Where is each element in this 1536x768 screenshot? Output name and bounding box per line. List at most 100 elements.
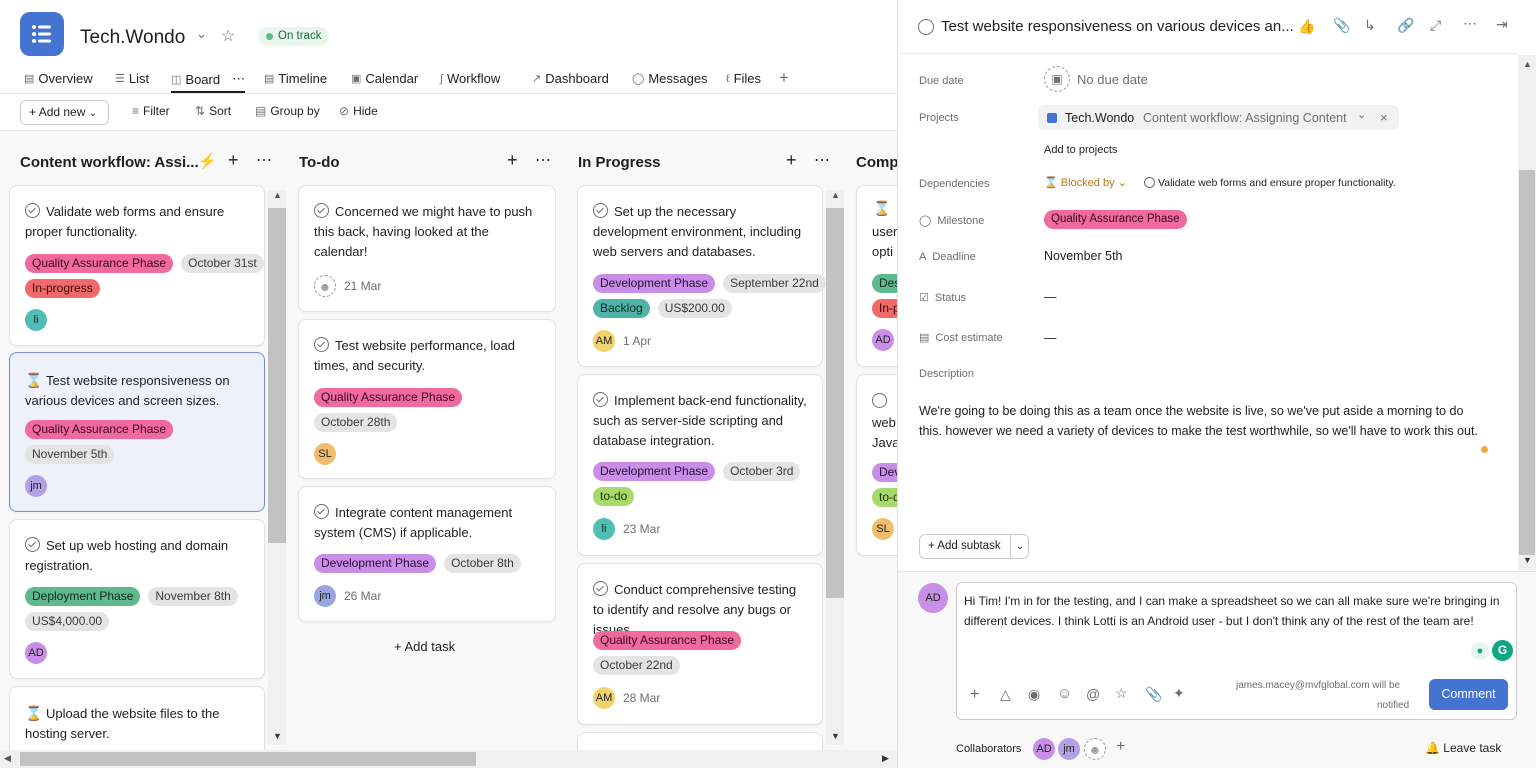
- comment-text[interactable]: Hi Tim! I'm in for the testing, and I ca…: [964, 594, 1500, 628]
- add-card-icon[interactable]: +: [228, 150, 239, 170]
- due-date-value[interactable]: No due date: [1077, 72, 1148, 87]
- scroll-down-icon[interactable]: ▼: [273, 731, 282, 741]
- collaborator-avatar[interactable]: AD: [1033, 738, 1055, 760]
- more-icon[interactable]: ⋯: [535, 152, 551, 169]
- blocked-by-dropdown[interactable]: ⌛ Blocked by ⌄: [1044, 177, 1127, 189]
- avatar[interactable]: SL: [314, 443, 336, 465]
- scroll-down-icon[interactable]: ▼: [831, 731, 840, 741]
- add-task-button[interactable]: + Add task: [394, 639, 456, 654]
- add-card-icon[interactable]: +: [786, 150, 797, 170]
- close-pane-icon[interactable]: ⇥: [1496, 16, 1508, 32]
- task-card[interactable]: Conduct comprehensive testing to identif…: [577, 563, 823, 725]
- unassigned-avatar-icon[interactable]: ☻: [314, 275, 336, 297]
- avatar[interactable]: li: [25, 309, 47, 331]
- more-icon[interactable]: ⋯: [814, 152, 830, 169]
- subtasks-icon[interactable]: ↳: [1364, 17, 1376, 33]
- add-collaborator-avatar-icon[interactable]: ☻: [1084, 738, 1106, 760]
- avatar[interactable]: AD: [872, 329, 894, 351]
- grammarly-hint-icon[interactable]: ●: [1471, 642, 1489, 660]
- tab-calendar[interactable]: ▣ Calendar: [351, 71, 419, 86]
- text-format-icon[interactable]: △: [1000, 686, 1011, 702]
- more-icon[interactable]: ⋯: [256, 152, 272, 169]
- scrollbar-column-1[interactable]: ▲ ▼: [268, 190, 286, 745]
- tab-workflow[interactable]: ∫ Workflow: [440, 71, 501, 86]
- status-badge[interactable]: On track: [258, 27, 330, 46]
- filter-button[interactable]: ≡ Filter: [132, 104, 170, 118]
- column-title[interactable]: Content workflow: Assi...: [20, 154, 199, 171]
- column-title[interactable]: In Progress: [578, 154, 661, 171]
- attachment-icon[interactable]: 📎: [1145, 686, 1163, 702]
- add-new-button[interactable]: + Add new ⌄: [20, 100, 109, 125]
- link-icon[interactable]: 🔗: [1397, 17, 1415, 33]
- scrollbar-thumb[interactable]: [826, 208, 844, 598]
- project-name[interactable]: Tech.Wondo: [1065, 111, 1135, 125]
- mention-icon[interactable]: @: [1086, 686, 1101, 702]
- more-icon[interactable]: ⋯: [232, 71, 246, 86]
- tab-list[interactable]: ☰ List: [115, 71, 150, 86]
- scroll-down-icon[interactable]: ▼: [1523, 555, 1532, 565]
- project-title[interactable]: Tech.Wondo: [80, 27, 186, 48]
- add-collaborator-icon[interactable]: +: [1116, 738, 1126, 755]
- column-title[interactable]: Comp: [856, 154, 899, 171]
- star-icon[interactable]: ☆: [221, 28, 236, 45]
- scroll-up-icon[interactable]: ▲: [831, 190, 840, 200]
- scroll-up-icon[interactable]: ▲: [273, 190, 282, 200]
- status-value[interactable]: —: [1044, 290, 1057, 304]
- tab-board[interactable]: ◫ Board ⋯: [171, 71, 246, 87]
- scrollbar-thumb[interactable]: [20, 752, 476, 766]
- star-icon[interactable]: ☆: [1115, 685, 1128, 701]
- complete-task-icon[interactable]: [918, 19, 934, 35]
- task-card-selected[interactable]: ⌛ Test website responsiveness on various …: [9, 352, 265, 512]
- avatar[interactable]: AM: [593, 687, 615, 709]
- hide-button[interactable]: ⊘ Hide: [339, 104, 378, 118]
- pane-scrollbar[interactable]: ▲ ▼: [1518, 55, 1536, 570]
- task-card[interactable]: Set up the necessary development environ…: [577, 185, 826, 367]
- avatar[interactable]: li: [593, 518, 615, 540]
- task-card[interactable]: Validate web forms and ensure proper fun…: [9, 185, 265, 346]
- tab-files[interactable]: ℓ Files: [726, 71, 762, 86]
- calendar-icon[interactable]: ▣: [1044, 66, 1070, 92]
- plus-icon[interactable]: +: [970, 686, 980, 703]
- project-section[interactable]: Content workflow: Assigning Content: [1143, 111, 1347, 125]
- sparkle-icon[interactable]: ✦: [1173, 685, 1185, 701]
- like-icon[interactable]: 👍: [1298, 18, 1316, 34]
- task-title[interactable]: Test website responsiveness on various d…: [941, 18, 1294, 35]
- scrollbar-column-3[interactable]: ▲ ▼: [826, 190, 844, 745]
- tab-messages[interactable]: ◯ Messages: [632, 71, 708, 86]
- milestone-value[interactable]: Quality Assurance Phase: [1044, 210, 1187, 229]
- collaborator-avatar[interactable]: jm: [1058, 738, 1080, 760]
- tab-dashboard[interactable]: ↗ Dashboard: [532, 71, 609, 86]
- task-card[interactable]: Test website performance, load times, an…: [298, 319, 556, 479]
- deadline-value[interactable]: November 5th: [1044, 249, 1123, 263]
- comment-button[interactable]: Comment: [1429, 679, 1508, 710]
- tab-overview[interactable]: ▤ Overview: [24, 71, 93, 86]
- scroll-right-icon[interactable]: ▶: [882, 753, 889, 763]
- leave-task-button[interactable]: 🔔 Leave task: [1425, 741, 1502, 755]
- grammarly-icon[interactable]: G: [1492, 640, 1513, 661]
- avatar[interactable]: jm: [314, 585, 336, 607]
- add-tab-icon[interactable]: +: [779, 68, 789, 87]
- blocking-task[interactable]: Validate web forms and ensure proper fun…: [1144, 177, 1396, 189]
- lightning-icon[interactable]: ⚡: [198, 153, 217, 170]
- scroll-up-icon[interactable]: ▲: [1523, 59, 1532, 69]
- more-icon[interactable]: ⋯: [1463, 15, 1477, 31]
- add-card-icon[interactable]: +: [507, 150, 518, 170]
- avatar[interactable]: AD: [25, 642, 47, 664]
- column-title[interactable]: To-do: [299, 154, 340, 171]
- avatar[interactable]: SL: [872, 518, 894, 540]
- scrollbar-thumb[interactable]: [1519, 170, 1535, 555]
- project-chip[interactable]: [1038, 105, 1399, 130]
- project-icon[interactable]: [20, 12, 64, 56]
- group-by-button[interactable]: ▤ Group by: [255, 104, 320, 118]
- expand-icon[interactable]: ⤢: [1430, 17, 1442, 33]
- task-card[interactable]: Concerned we might have to push this bac…: [298, 185, 556, 312]
- chevron-down-icon[interactable]: ⌄: [1010, 535, 1029, 558]
- avatar[interactable]: AM: [593, 330, 615, 352]
- attachment-icon[interactable]: 📎: [1333, 17, 1351, 33]
- horizontal-scrollbar[interactable]: ◀ ▶: [0, 750, 897, 768]
- scroll-left-icon[interactable]: ◀: [4, 753, 11, 763]
- scrollbar-thumb[interactable]: [268, 208, 286, 543]
- chevron-down-icon[interactable]: ⌄: [1357, 109, 1367, 121]
- add-subtask-button[interactable]: + Add subtask ⌄: [919, 534, 1029, 559]
- avatar[interactable]: jm: [25, 475, 47, 497]
